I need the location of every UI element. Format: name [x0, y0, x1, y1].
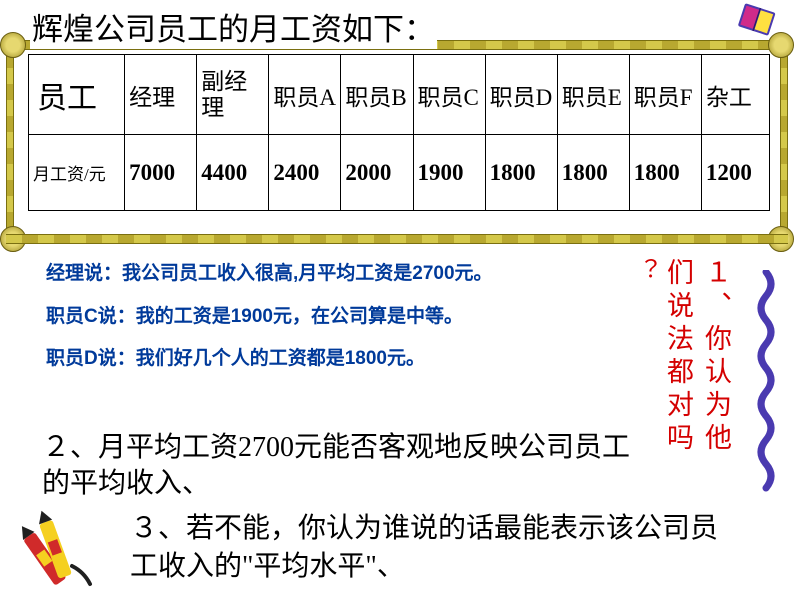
row-header: 月工资/元 — [29, 135, 125, 211]
cell-value: 1200 — [701, 135, 769, 211]
col-header: 副经理 — [197, 55, 269, 135]
col-header: 职员C — [413, 55, 485, 135]
col-header: 杂工 — [701, 55, 769, 135]
col-header: 职员A — [269, 55, 341, 135]
red-question-col1: １、你认为他 — [698, 258, 734, 456]
col-header: 职员F — [629, 55, 701, 135]
quote-clerk-c: 职员C说：我的工资是1900元，在公司算是中等。 — [46, 305, 493, 330]
crayons-icon — [0, 492, 110, 592]
cell-value: 1800 — [557, 135, 629, 211]
quote-manager: 经理说：我公司员工收入很高,月平均工资是2700元。 — [46, 262, 493, 287]
quotes-block: 经理说：我公司员工收入很高,月平均工资是2700元。 职员C说：我的工资是190… — [46, 262, 493, 390]
cell-value: 1900 — [413, 135, 485, 211]
cell-value: 1800 — [485, 135, 557, 211]
col-header: 职员D — [485, 55, 557, 135]
quote-clerk-d: 职员D说：我们好几个人的工资都是1800元。 — [46, 347, 493, 372]
cell-value: 7000 — [125, 135, 197, 211]
col-header: 职员B — [341, 55, 413, 135]
col-header: 经理 — [125, 55, 197, 135]
squiggle-icon — [754, 270, 778, 500]
row-header: 员工 — [29, 55, 125, 135]
cell-value: 1800 — [629, 135, 701, 211]
table-row: 员工 经理 副经理 职员A 职员B 职员C 职员D 职员E 职员F 杂工 — [29, 55, 770, 135]
table-row: 月工资/元 7000 4400 2400 2000 1900 1800 1800… — [29, 135, 770, 211]
cell-value: 2000 — [341, 135, 413, 211]
question-3: ３、若不能，你认为谁说的话最能表示该公司员工收入的"平均水平"、 — [130, 510, 730, 586]
red-question-col3: ？ — [626, 258, 658, 288]
cell-value: 4400 — [197, 135, 269, 211]
book-icon — [730, 0, 786, 44]
col-header: 职员E — [557, 55, 629, 135]
cell-value: 2400 — [269, 135, 341, 211]
page-title: 辉煌公司员工的月工资如下： — [30, 4, 437, 49]
red-question-col2: 们说法都对吗 — [660, 258, 696, 456]
salary-table: 员工 经理 副经理 职员A 职员B 职员C 职员D 职员E 职员F 杂工 月工资… — [28, 54, 770, 211]
question-2: ２、月平均工资2700元能否客观地反映公司员工的平均收入、 — [42, 430, 642, 503]
